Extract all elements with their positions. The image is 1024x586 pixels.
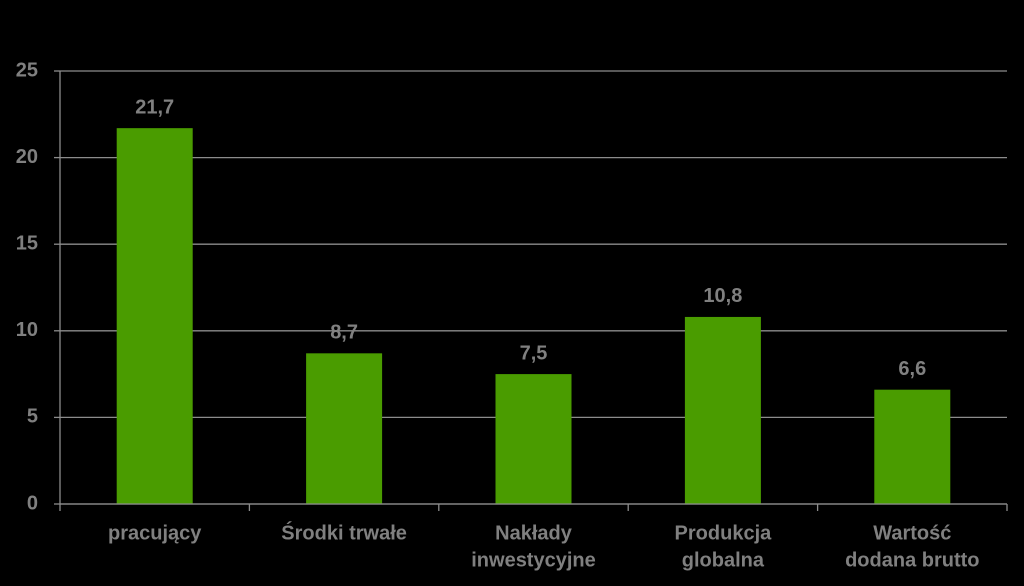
x-tick-label: Wartość <box>873 522 951 544</box>
data-label: 7,5 <box>520 342 548 364</box>
data-label: 10,8 <box>703 285 742 307</box>
bar <box>306 353 383 504</box>
bar <box>495 374 572 504</box>
x-tick-label: pracujący <box>108 522 202 544</box>
y-tick-label: 0 <box>27 492 38 514</box>
data-label: 6,6 <box>898 358 926 380</box>
bar <box>116 128 193 504</box>
y-tick-label: 15 <box>16 232 38 254</box>
data-label: 21,7 <box>135 96 174 118</box>
y-tick-label: 20 <box>16 146 38 168</box>
data-label: 8,7 <box>330 322 358 344</box>
bar <box>684 316 761 504</box>
x-tick-label: dodana brutto <box>845 549 979 571</box>
y-tick-label: 25 <box>16 59 38 81</box>
x-tick-label: globalna <box>682 549 765 571</box>
x-tick-label: Nakłady <box>495 522 573 544</box>
bar <box>874 389 951 504</box>
x-tick-label: inwestycyjne <box>471 549 596 571</box>
x-tick-label: Produkcja <box>675 522 773 544</box>
y-tick-label: 5 <box>27 406 38 428</box>
x-tick-label: Środki trwałe <box>281 520 407 544</box>
y-tick-label: 10 <box>16 319 38 341</box>
